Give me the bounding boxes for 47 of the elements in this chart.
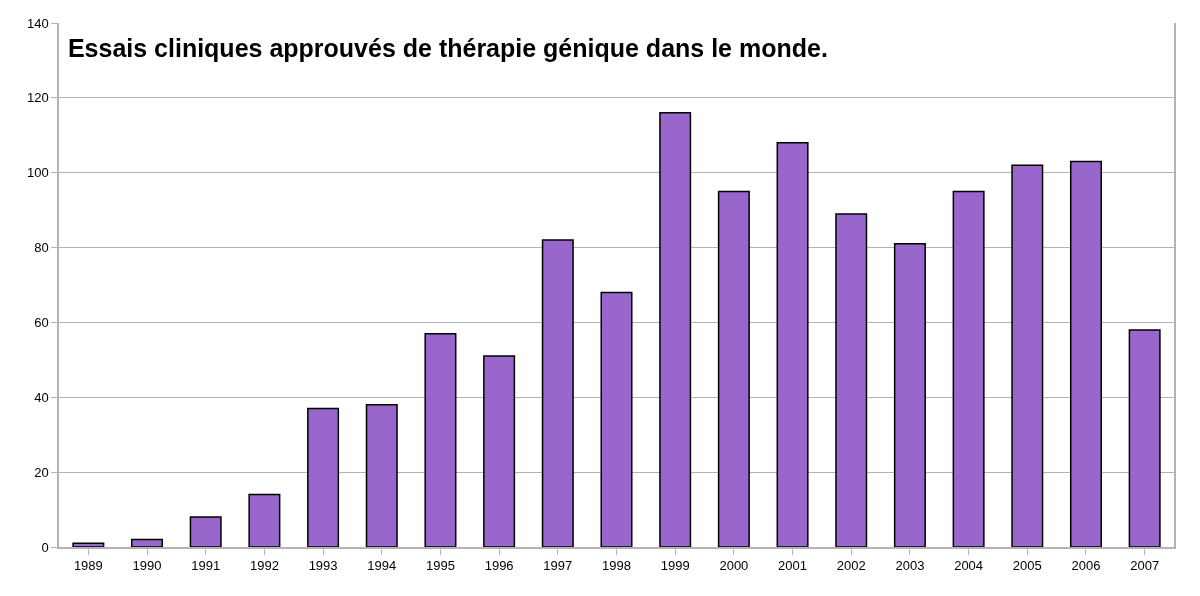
bar [776,142,809,547]
bar [483,355,516,547]
y-tick-label: 100 [26,165,49,181]
x-tick-label: 1997 [543,558,573,574]
x-tick-label: 1998 [602,558,631,574]
bar [893,243,926,547]
y-tick-label: 120 [26,90,49,106]
x-tick-label: 1994 [367,558,397,574]
x-tick-label: 1993 [308,558,338,574]
y-tick-label: 20 [34,464,49,480]
x-tick-label: 2003 [895,558,925,574]
x-tick-label: 2004 [954,558,984,574]
y-tick-label: 0 [41,539,49,555]
x-tick-label: 1990 [132,558,162,574]
bar [424,332,457,547]
y-tick-label: 140 [26,15,49,31]
bar [248,493,281,547]
bar [659,112,692,547]
bar [835,213,868,547]
x-tick-label: 1996 [484,558,514,574]
bar [1128,329,1161,547]
bar [189,516,222,547]
bar [541,239,574,547]
bar [131,538,164,547]
x-tick-label: 2002 [836,558,866,574]
bar [307,407,340,547]
x-tick-label: 2000 [719,558,749,574]
x-tick-label: 1999 [660,558,690,574]
y-tick-label: 80 [34,240,49,256]
y-tick-label: 60 [34,314,49,330]
bar [952,190,985,547]
x-tick-label: 1989 [73,558,103,574]
bar [1069,160,1102,547]
x-tick-label: 2007 [1130,558,1160,574]
x-tick-label: 2001 [778,558,808,574]
x-tick-label: 2005 [1012,558,1042,574]
x-tick-label: 2006 [1071,558,1101,574]
x-tick-label: 1992 [249,558,279,574]
bar [717,190,750,547]
x-tick-label: 1995 [425,558,455,574]
bar [72,542,105,547]
chart-title: Essais cliniques approuvés de thérapie génique dans le monde. [67,33,828,62]
bar [1011,164,1044,547]
bar [365,404,398,547]
x-tick-label: 1991 [191,558,221,574]
y-tick-label: 40 [34,389,49,405]
bar [600,291,633,547]
